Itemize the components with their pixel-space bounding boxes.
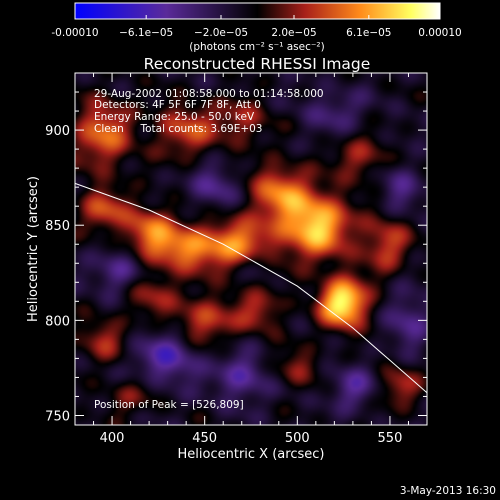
y-tick-label: 800 [45, 314, 70, 329]
colorbar-tick-label: -0.00010 [51, 27, 98, 39]
x-axis-label: Heliocentric X (arcsec) [178, 447, 325, 462]
colorbar-tick-label: 0.00010 [418, 27, 461, 39]
chart-title: Reconstructed RHESSI Image [144, 55, 371, 73]
colorbar-unit-label: (photons cm⁻² s⁻¹ asec⁻²) [189, 41, 324, 53]
plot-area: 400 450 500 550 750 800 850 900 [45, 72, 428, 446]
y-tick-label: 750 [45, 409, 70, 424]
info-line-energy: Energy Range: 25.0 - 50.0 keV [94, 111, 255, 123]
colorbar-tick-label: −6.1e−05 [119, 27, 173, 39]
colorbar-frame [74, 2, 441, 20]
x-tick-label: 550 [378, 431, 403, 446]
y-tick-label: 850 [45, 219, 70, 234]
colorbar-gradient [75, 3, 440, 19]
colorbar-tick-label: −2.0e−05 [194, 27, 248, 39]
y-tick-label: 900 [45, 124, 70, 139]
footer-date: 3-May-2013 16:30 [400, 485, 496, 497]
info-line-detectors: Detectors: 4F 5F 6F 7F 8F, Att 0 [94, 99, 261, 111]
x-tick-label: 450 [192, 431, 217, 446]
info-line-clean: Clean Total counts: 3.69E+03 [94, 123, 263, 135]
x-tick-label: 500 [285, 431, 310, 446]
y-axis-label: Heliocentric Y (arcsec) [26, 176, 41, 322]
x-tick-label: 400 [100, 431, 125, 446]
plot-frame [74, 72, 428, 426]
heatmap-image [75, 73, 427, 425]
info-line-time: 29-Aug-2002 01:08:58.000 to 01:14:58.000 [94, 88, 324, 100]
info-block: 29-Aug-2002 01:08:58.000 to 01:14:58.000… [94, 88, 324, 135]
colorbar-tick-label: 2.0e−05 [271, 27, 316, 39]
colorbar: -0.00010 −6.1e−05 −2.0e−05 2.0e−05 6.1e−05 0.… [51, 2, 462, 53]
peak-position-label: Position of Peak = [526,809] [94, 399, 244, 411]
colorbar-tick-label: 6.1e−05 [346, 27, 391, 39]
solar-limb-curve [74, 182, 428, 394]
